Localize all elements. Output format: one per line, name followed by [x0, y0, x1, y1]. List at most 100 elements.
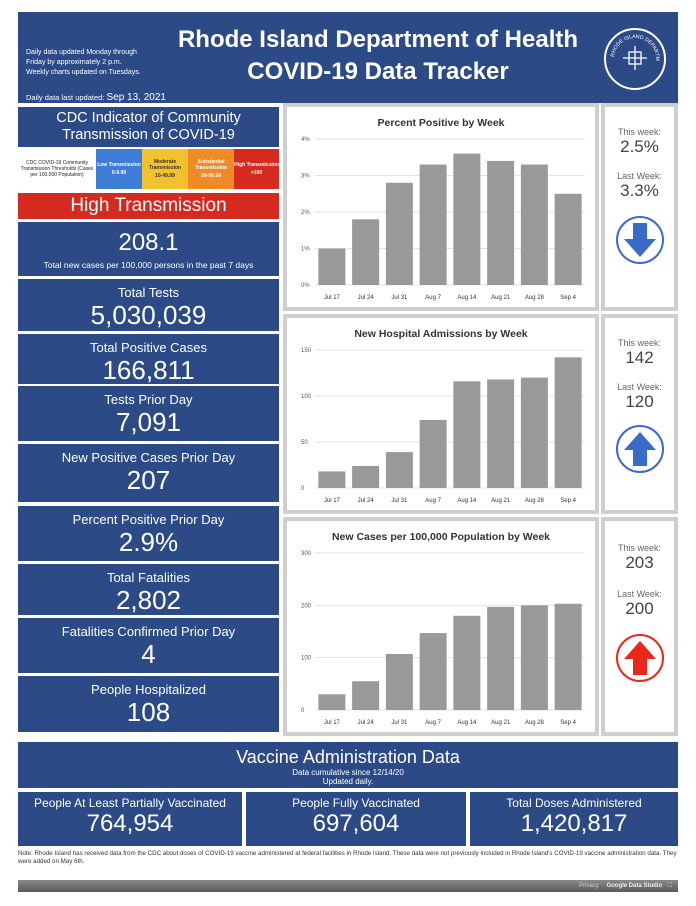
this-week-label: This week:: [617, 338, 661, 348]
page-title: Rhode Island Department of Health: [177, 26, 579, 53]
bar: [318, 694, 346, 710]
metric-value: 108: [126, 697, 171, 727]
x-tick-label: Jul 24: [358, 295, 375, 301]
y-tick-label: 100: [301, 656, 312, 662]
y-tick-label: 4%: [301, 137, 310, 143]
bar: [520, 164, 548, 285]
x-tick-label: Sep 4: [560, 295, 576, 301]
page-subtitle: COVID-19 Data Tracker: [247, 58, 509, 85]
x-tick-label: Aug 7: [425, 295, 441, 301]
case-rate-value: 208.1: [118, 229, 179, 256]
page-header: Daily data updated Monday through Friday…: [18, 12, 678, 103]
chart-title: New Hospital Admissions by Week: [354, 328, 528, 340]
metric-value: 2,802: [115, 585, 182, 615]
legend-level-range: 0-9.99: [111, 170, 127, 176]
x-tick-label: Sep 4: [560, 498, 576, 504]
cdc-indicator-title: CDC Indicator of Community Transmission …: [18, 107, 279, 147]
transmission-level-banner: High Transmission: [18, 193, 279, 219]
note-line: Friday by approximately 2 p.m.: [26, 59, 122, 66]
x-tick-label: Jul 17: [324, 498, 341, 504]
privacy-link[interactable]: Privacy: [579, 883, 599, 889]
y-tick-label: 2%: [301, 210, 310, 216]
chart-title: Percent Positive by Week: [377, 117, 505, 129]
cdc-title-line: Transmission of COVID-19: [62, 127, 235, 143]
bar: [419, 419, 447, 488]
up-arrow-icon: [615, 425, 664, 473]
y-tick-label: 300: [301, 551, 312, 557]
vaccine-value: 764,954: [86, 810, 174, 837]
note-line: Weekly charts updated on Tuesdays.: [26, 69, 141, 76]
x-tick-label: Aug 28: [525, 295, 545, 301]
update-schedule-note: Daily data updated Monday through Friday…: [26, 48, 176, 78]
chart-panel: New Hospital Admissions by Week 0 50 100 15…: [283, 314, 599, 514]
metric-label: Total Positive Cases: [89, 340, 208, 355]
bar: [419, 164, 447, 285]
legend-level-2: Moderate Transmission 10-49.99: [142, 149, 188, 189]
metric-value: 207: [126, 465, 171, 495]
bar: [554, 193, 582, 285]
vaccine-subtitle: Data cumulative since 12/14/20: [292, 768, 404, 777]
legend-level-name: Moderate Transmission: [148, 159, 182, 171]
bar: [453, 381, 481, 488]
metric-value: 2.9%: [118, 527, 179, 557]
x-tick-label: Jul 17: [324, 295, 341, 301]
metric-label: Total Tests: [117, 285, 180, 300]
metric-value: 166,811: [102, 355, 195, 385]
bar: [554, 603, 582, 710]
x-tick-label: Jul 24: [358, 498, 375, 504]
partially-vaccinated-box: People At Least Partially Vaccinated 764…: [18, 792, 242, 846]
legend-level-3: Substantial Transmission 50-99.99: [188, 149, 234, 189]
data-studio-link[interactable]: Google Data Studio: [606, 883, 663, 889]
x-tick-label: Sep 4: [560, 720, 576, 726]
legend-level-range: >100: [250, 170, 263, 176]
people-hospitalized-box: People Hospitalized 108: [18, 676, 279, 732]
hospital-admissions-chart: 0 50 100 150 Jul 17 Jul 24 Jul 31 Aug 7 Aug 14 Au…: [301, 348, 585, 504]
bar: [520, 605, 548, 710]
y-tick-label: 200: [301, 603, 312, 609]
bar: [385, 654, 413, 710]
up-arrow-icon: [615, 634, 664, 682]
this-week-label: This week:: [617, 543, 661, 553]
metric-label: Total Fatalities: [106, 570, 191, 585]
last-updated-value: Sep 13, 2021: [106, 92, 166, 103]
bar: [520, 377, 548, 488]
fullscreen-icon[interactable]: ⛶: [667, 883, 672, 889]
x-tick-label: Aug 21: [491, 295, 511, 301]
bar: [487, 606, 515, 710]
vaccine-header: Vaccine Administration Data Data cumulat…: [18, 742, 678, 788]
federal-data-note: Note: Rhode Island has received data fro…: [18, 850, 677, 865]
y-tick-label: 0%: [301, 283, 310, 289]
bar: [487, 379, 515, 488]
report-footer: Privacy Google Data Studio ⛶: [18, 880, 678, 892]
x-tick-label: Aug 28: [525, 498, 545, 504]
x-tick-label: Aug 7: [425, 720, 441, 726]
metric-label: New Positive Cases Prior Day: [61, 450, 236, 465]
last-week-value: 120: [625, 392, 654, 411]
bar: [419, 633, 447, 710]
bar: [487, 160, 515, 285]
percent-positive-prior-day-box: Percent Positive Prior Day 2.9%: [18, 506, 279, 561]
note-line: Daily data updated Monday through: [26, 49, 137, 56]
metric-label: Fatalities Confirmed Prior Day: [61, 624, 236, 639]
legend-level-name: Substantial Transmission: [194, 159, 228, 171]
fatalities-prior-day-box: Fatalities Confirmed Prior Day 4: [18, 618, 279, 673]
metric-label: People Hospitalized: [91, 682, 206, 697]
bar: [352, 219, 380, 285]
bar: [318, 248, 346, 285]
fully-vaccinated-box: People Fully Vaccinated 697,604: [246, 792, 466, 846]
new-cases-stats: This week: 203 Last Week: 200: [601, 517, 678, 736]
x-tick-label: Jul 31: [391, 498, 408, 504]
bar: [453, 615, 481, 710]
metric-value: 7,091: [115, 407, 182, 437]
case-rate-label: Total new cases per 100,000 persons in t…: [43, 260, 254, 270]
x-tick-label: Aug 14: [457, 720, 477, 726]
x-tick-label: Jul 31: [391, 720, 408, 726]
down-arrow-icon: [615, 216, 664, 264]
last-updated: Daily data last updated: Sep 13, 2021: [26, 92, 166, 103]
this-week-value: 142: [625, 348, 654, 367]
bar: [554, 357, 582, 488]
percent-positive-stats: This week: 2.5% Last Week: 3.3%: [601, 103, 678, 311]
legend-level-name: High Transmission: [234, 162, 279, 168]
last-week-value: 200: [625, 599, 654, 618]
this-week-value: 203: [625, 553, 654, 572]
